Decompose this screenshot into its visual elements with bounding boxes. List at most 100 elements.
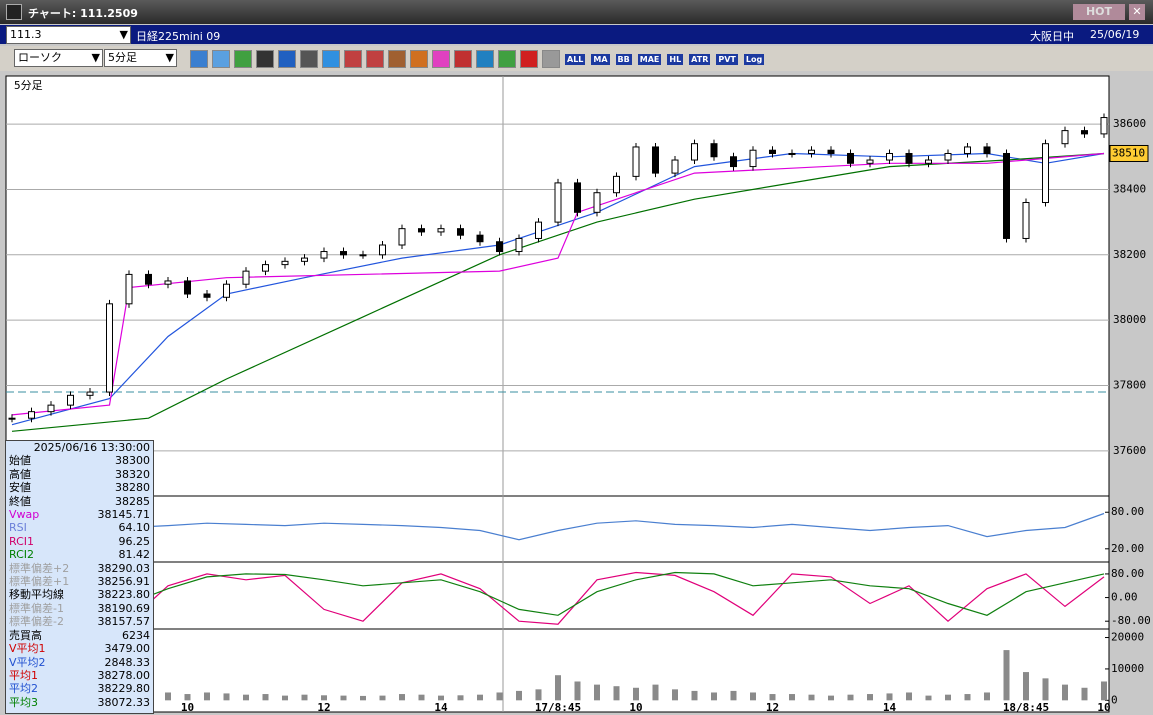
info-label: 売買高 — [9, 628, 42, 642]
info-value: 2848.33 — [104, 655, 151, 669]
symbol-name: 日経225mini 09 — [136, 30, 221, 43]
tool-icon[interactable] — [454, 50, 472, 68]
candle — [145, 273, 152, 285]
period-label: 5分足 — [14, 79, 43, 92]
y-tick-label: 37800 — [1113, 379, 1146, 392]
candle — [496, 241, 503, 253]
tool-icon[interactable] — [366, 50, 384, 68]
chart-type-select[interactable]: ローソク ▼ — [14, 49, 103, 67]
tool-icon[interactable] — [520, 50, 538, 68]
info-value: 38072.33 — [97, 695, 151, 709]
tool-icon[interactable] — [234, 50, 252, 68]
volume-bar — [477, 694, 483, 701]
tool-icon[interactable] — [542, 50, 560, 68]
tool-icon[interactable] — [498, 50, 516, 68]
info-label: 高値 — [9, 467, 31, 481]
info-label: 安値 — [9, 481, 31, 495]
tool-button[interactable]: MAE — [637, 53, 662, 65]
tool-icon[interactable] — [322, 50, 340, 68]
volume-bar — [243, 694, 249, 701]
info-value: 38290.03 — [97, 561, 151, 575]
info-value: 3479.00 — [104, 642, 151, 656]
tool-icon[interactable] — [212, 50, 230, 68]
candle — [242, 270, 250, 285]
volume-bar — [282, 695, 288, 701]
info-row: 始値 38300 — [6, 454, 153, 467]
candle — [437, 228, 445, 233]
x-tick-label: 10 — [181, 701, 194, 714]
candle — [67, 394, 74, 406]
y-tick-label: 20.00 — [1111, 542, 1144, 555]
volume-bar — [1101, 681, 1107, 701]
candle — [515, 237, 523, 253]
candle — [301, 257, 308, 262]
info-value: 38285 — [115, 494, 150, 508]
tool-button[interactable]: ALL — [565, 53, 586, 65]
candle — [652, 146, 659, 174]
info-value: 38145.71 — [97, 508, 151, 522]
chart-type: ローソク — [18, 51, 62, 64]
info-value: 81.42 — [118, 548, 151, 562]
candle — [8, 417, 16, 420]
info-row: Vwap 38145.71 — [6, 508, 153, 521]
volume-bar — [1003, 650, 1010, 701]
candle — [1042, 143, 1049, 204]
rci-line — [11, 571, 1105, 616]
volume-bar — [789, 694, 795, 701]
info-value: 38157.57 — [97, 615, 151, 629]
close-button[interactable]: ✕ — [1129, 4, 1145, 20]
symbol-input[interactable]: 111.3 ▼ — [6, 26, 131, 44]
tool-button[interactable]: BB — [615, 53, 632, 65]
candle — [106, 303, 113, 393]
tool-icon[interactable] — [300, 50, 318, 68]
info-row: RCI1 96.25 — [6, 535, 153, 548]
window-title: チャート: 111.2509 — [28, 7, 138, 20]
y-tick-label: 38200 — [1113, 248, 1146, 261]
info-value: 96.25 — [118, 534, 151, 548]
info-row: 安値 38280 — [6, 481, 153, 494]
tool-icon[interactable] — [256, 50, 274, 68]
interval-select[interactable]: 5分足 ▼ — [104, 49, 177, 67]
info-value: 38320 — [115, 467, 150, 481]
tool-button[interactable]: MA — [591, 53, 610, 65]
candle — [223, 283, 230, 298]
volume-bar — [1042, 678, 1049, 701]
tool-icon[interactable] — [344, 50, 362, 68]
volume-bar — [906, 692, 912, 701]
tool-icon[interactable] — [388, 50, 406, 68]
tool-button[interactable]: HL — [667, 53, 684, 65]
market: 大阪日中 — [1030, 30, 1074, 43]
info-row: V平均1 3479.00 — [6, 642, 153, 655]
candle — [340, 251, 347, 256]
candle — [164, 280, 172, 285]
info-label: RCI1 — [9, 534, 35, 548]
candle — [1100, 117, 1108, 135]
info-row: 高値 38320 — [6, 468, 153, 481]
tool-button[interactable]: ATR — [689, 53, 711, 65]
x-tick-label: 12 — [766, 701, 779, 714]
y-tick-label: 20000 — [1111, 631, 1144, 644]
y-tick-label: 38400 — [1113, 182, 1146, 195]
info-value: 38278.00 — [97, 668, 151, 682]
tool-icon[interactable] — [432, 50, 450, 68]
info-value: 38223.80 — [97, 588, 151, 602]
tool-icon[interactable] — [410, 50, 428, 68]
volume-bar — [925, 695, 932, 701]
volume-bar — [555, 675, 561, 701]
volume-bar — [438, 695, 444, 701]
tool-icon[interactable] — [278, 50, 296, 68]
tool-icon[interactable] — [190, 50, 208, 68]
candle — [320, 251, 328, 259]
info-value: 38256.91 — [97, 575, 151, 589]
tool-button[interactable]: PVT — [716, 53, 738, 65]
x-tick-label: 12 — [317, 701, 330, 714]
tool-icon[interactable] — [476, 50, 494, 68]
info-label: 始値 — [9, 454, 31, 468]
candle — [574, 182, 581, 213]
volume-bar — [691, 690, 698, 701]
tool-button[interactable]: Log — [743, 53, 765, 65]
rci-line — [11, 571, 1105, 625]
hot-button[interactable]: HOT — [1073, 4, 1125, 20]
